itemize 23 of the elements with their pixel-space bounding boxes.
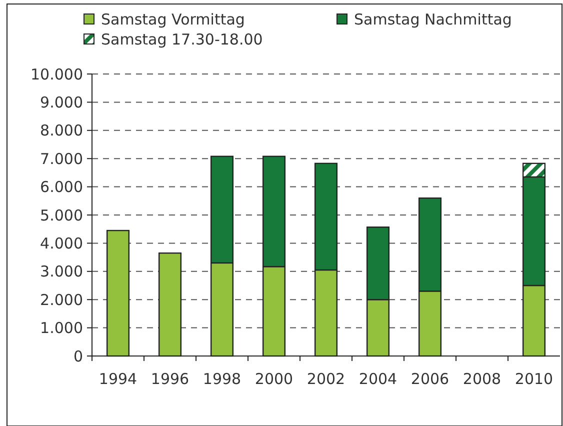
x-tick-label: 1998 bbox=[202, 370, 242, 388]
x-tick-label: 2010 bbox=[514, 370, 554, 388]
y-tick-label: 10.000 bbox=[30, 65, 83, 84]
y-tick-label: 1.000 bbox=[40, 319, 83, 338]
x-tick-label: 2000 bbox=[254, 370, 294, 388]
x-tick-label: 1994 bbox=[98, 370, 138, 388]
x-tick-label: 2004 bbox=[358, 370, 398, 388]
y-tick-label: 0 bbox=[73, 347, 83, 366]
x-tick-label: 1996 bbox=[150, 370, 190, 388]
y-tick-label: 5.000 bbox=[40, 206, 83, 224]
x-tick-label: 2006 bbox=[410, 370, 450, 388]
legend-label: Samstag Vormittag bbox=[101, 10, 245, 28]
legend-label: Samstag 17.30-18.00 bbox=[101, 30, 263, 48]
x-tick-label: 2008 bbox=[462, 370, 502, 388]
y-tick-label: 3.000 bbox=[40, 262, 83, 281]
y-tick-label: 7.000 bbox=[40, 150, 83, 168]
y-tick-label: 2.000 bbox=[40, 290, 83, 309]
x-tick-label: 2002 bbox=[306, 370, 346, 388]
y-tick-label: 8.000 bbox=[40, 122, 83, 140]
y-tick-label: 6.000 bbox=[40, 178, 83, 196]
y-tick-label: 4.000 bbox=[40, 234, 83, 252]
y-tick-label: 9.000 bbox=[40, 93, 83, 112]
legend-label: Samstag Nachmittag bbox=[354, 10, 512, 28]
